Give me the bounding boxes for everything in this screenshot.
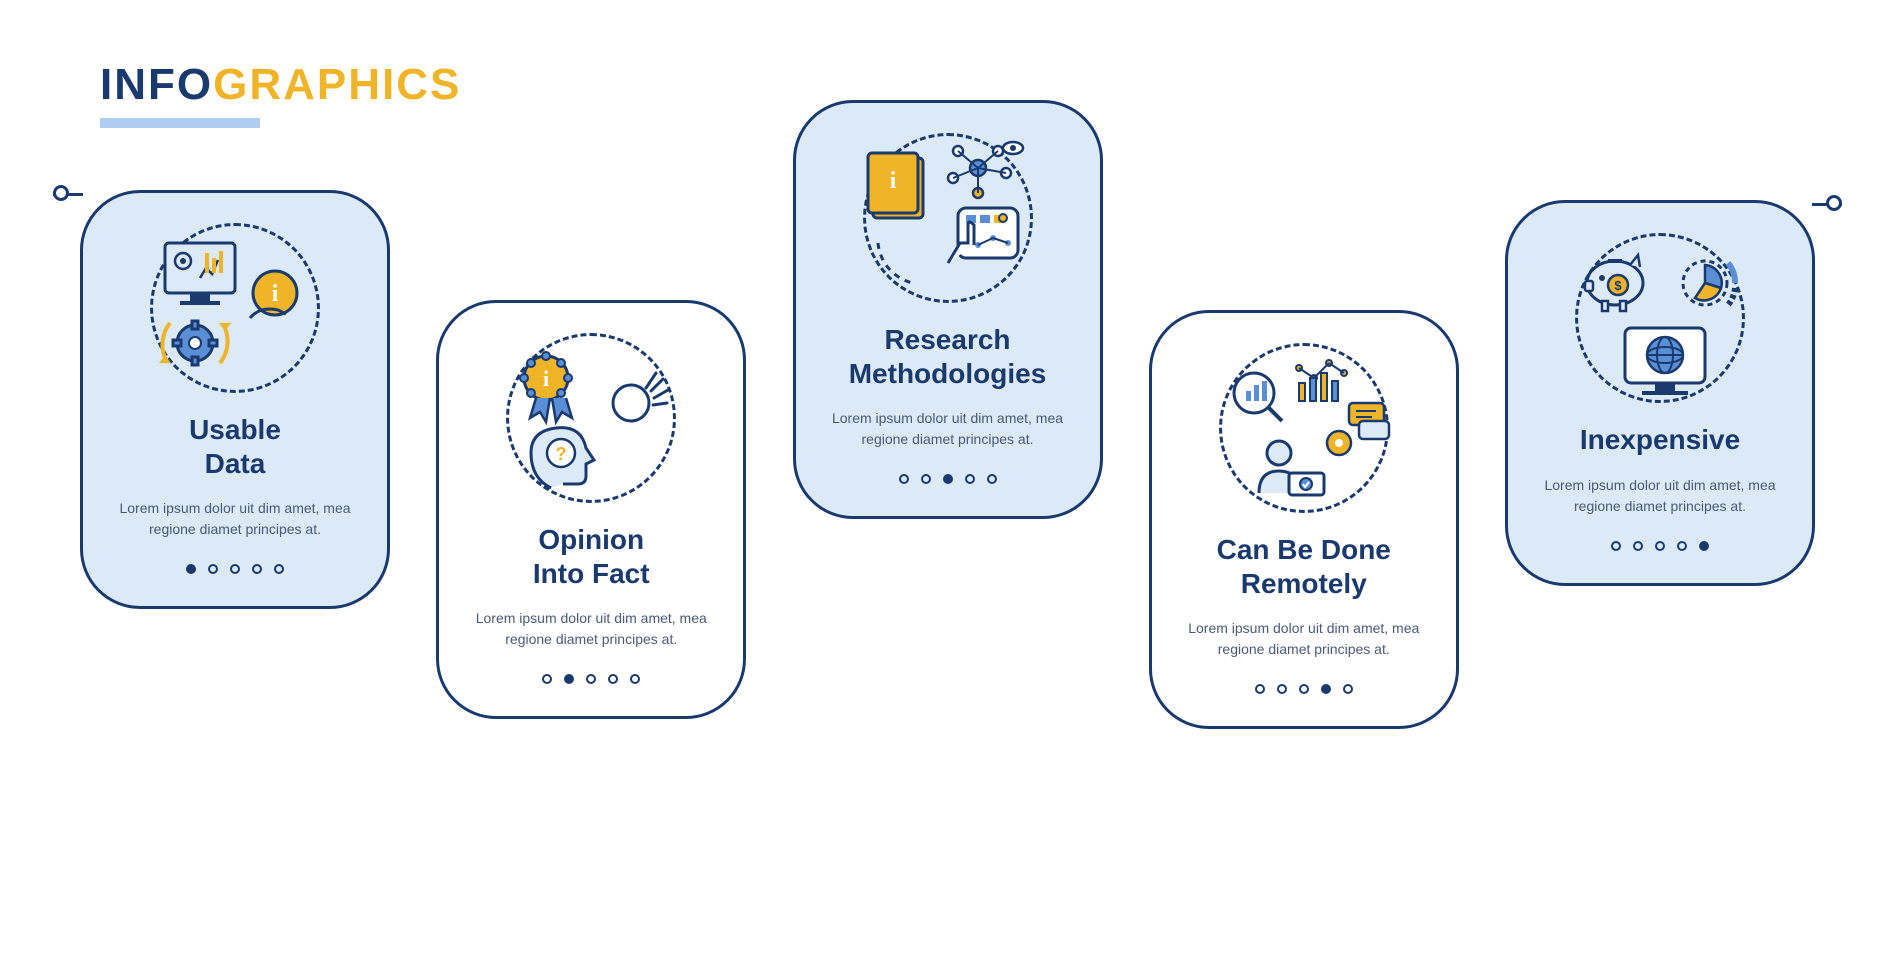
svg-text:?: ? bbox=[556, 444, 567, 464]
dot bbox=[630, 674, 640, 684]
dot bbox=[586, 674, 596, 684]
dot bbox=[1611, 541, 1621, 551]
progress-dots bbox=[542, 674, 640, 684]
usable-data-icon: i bbox=[135, 223, 335, 393]
progress-dots bbox=[1255, 684, 1353, 694]
progress-dots bbox=[1611, 541, 1709, 551]
dot bbox=[564, 674, 574, 684]
card-title: Opinion Into Fact bbox=[533, 523, 650, 590]
card-title: Usable Data bbox=[189, 413, 281, 480]
dot bbox=[1277, 684, 1287, 694]
dot bbox=[1255, 684, 1265, 694]
dot bbox=[1299, 684, 1309, 694]
dot bbox=[252, 564, 262, 574]
dot bbox=[1677, 541, 1687, 551]
dot bbox=[208, 564, 218, 574]
dot bbox=[921, 474, 931, 484]
dot bbox=[186, 564, 196, 574]
dot bbox=[230, 564, 240, 574]
dot bbox=[965, 474, 975, 484]
svg-text:i: i bbox=[889, 168, 896, 194]
dot bbox=[542, 674, 552, 684]
cards-row: i Usable Data Lorem ipsum dolor uit dim a… bbox=[80, 100, 1815, 880]
dot bbox=[943, 474, 953, 484]
connector-pin bbox=[1826, 195, 1842, 211]
card-desc: Lorem ipsum dolor uit dim amet, mea regi… bbox=[463, 608, 719, 650]
card-body: i Usable Data Lorem ipsum dolor uit dim a… bbox=[80, 190, 390, 609]
svg-text:i: i bbox=[272, 281, 279, 307]
svg-text:$: $ bbox=[1614, 278, 1622, 293]
connector-pin bbox=[53, 185, 69, 201]
card-title: Research Methodologies bbox=[849, 323, 1047, 390]
card-body: i ? Opinion Into Fact Lorem ipsum dolor u… bbox=[436, 300, 746, 719]
card-3: Can Be Done Remotely Lorem ipsum dolor ui… bbox=[1149, 310, 1459, 729]
dot bbox=[1655, 541, 1665, 551]
card-desc: Lorem ipsum dolor uit dim amet, mea regi… bbox=[1532, 475, 1788, 517]
dot bbox=[1343, 684, 1353, 694]
card-title: Inexpensive bbox=[1580, 423, 1740, 457]
remote-icon bbox=[1204, 343, 1404, 513]
card-body: i Research Methodologies Lorem ipsum dolo… bbox=[793, 100, 1103, 519]
svg-text:i: i bbox=[543, 366, 549, 391]
research-icon: i bbox=[848, 133, 1048, 303]
dot bbox=[1633, 541, 1643, 551]
dot bbox=[608, 674, 618, 684]
dot bbox=[987, 474, 997, 484]
card-body: Can Be Done Remotely Lorem ipsum dolor ui… bbox=[1149, 310, 1459, 729]
inexpensive-icon: $ bbox=[1560, 233, 1760, 403]
dot bbox=[899, 474, 909, 484]
dot bbox=[1699, 541, 1709, 551]
card-desc: Lorem ipsum dolor uit dim amet, mea regi… bbox=[107, 498, 363, 540]
card-body: $ Inexpensive Lorem ipsum dolor uit dim a… bbox=[1505, 200, 1815, 586]
progress-dots bbox=[899, 474, 997, 484]
opinion-icon: i ? bbox=[491, 333, 691, 503]
card-0: i Usable Data Lorem ipsum dolor uit dim a… bbox=[80, 190, 390, 609]
card-4: $ Inexpensive Lorem ipsum dolor uit dim a… bbox=[1505, 200, 1815, 586]
dot bbox=[1321, 684, 1331, 694]
card-desc: Lorem ipsum dolor uit dim amet, mea regi… bbox=[1176, 618, 1432, 660]
card-1: i ? Opinion Into Fact Lorem ipsum dolor u… bbox=[436, 300, 746, 719]
card-title: Can Be Done Remotely bbox=[1217, 533, 1391, 600]
card-2: i Research Methodologies Lorem ipsum dolo… bbox=[793, 100, 1103, 519]
card-desc: Lorem ipsum dolor uit dim amet, mea regi… bbox=[820, 408, 1076, 450]
progress-dots bbox=[186, 564, 284, 574]
dot bbox=[274, 564, 284, 574]
